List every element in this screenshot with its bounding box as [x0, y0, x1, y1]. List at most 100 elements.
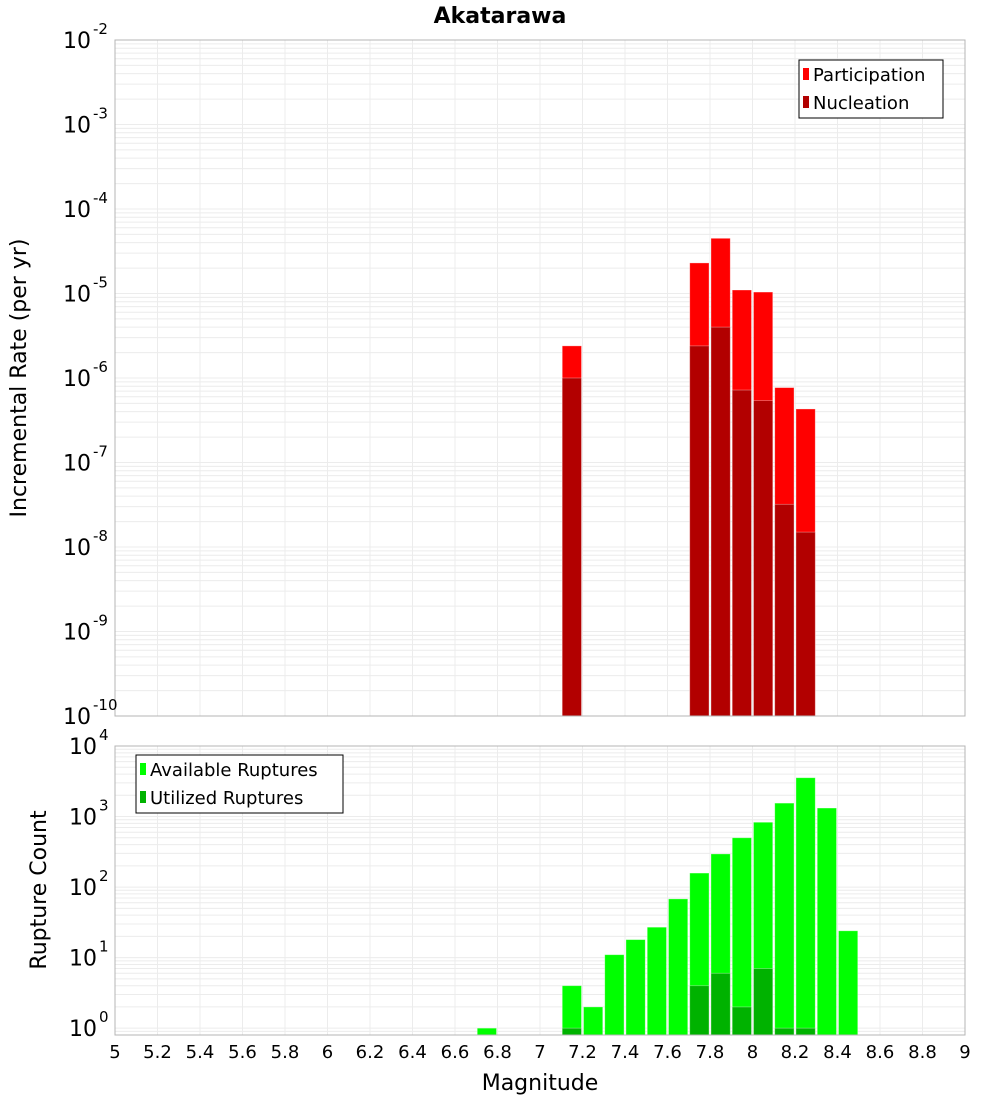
y-tick-label: 10 [69, 1017, 97, 1042]
y-tick-exponent: 2 [99, 867, 109, 885]
legend-box [798, 59, 944, 119]
y-tick-base: 10 [69, 876, 97, 901]
x-tick-label: 6.8 [483, 1042, 512, 1063]
x-tick-label: 7.6 [653, 1042, 682, 1063]
bar-available-ruptures [838, 930, 859, 1036]
bar-utilized-ruptures [689, 985, 710, 1036]
y-tick-exponent: 1 [99, 938, 109, 956]
x-tick-label: 5.4 [186, 1042, 215, 1063]
y-tick-label: 10 [63, 705, 91, 730]
y-axis-label-rate: Incremental Rate (per yr) [7, 239, 32, 518]
legend-label: Nucleation [813, 93, 909, 114]
x-tick-label: 6.2 [356, 1042, 385, 1063]
legend-swatch [803, 68, 809, 80]
bar-available-ruptures [561, 985, 582, 1036]
y-axis-label-count: Rupture Count [27, 810, 52, 970]
bar-utilized-ruptures [795, 1027, 816, 1036]
x-axis-label: Magnitude [482, 1071, 599, 1096]
y-tick-base: 10 [63, 621, 91, 646]
y-tick-exponent: 0 [99, 1008, 109, 1026]
bar-available-ruptures [668, 898, 689, 1036]
x-tick-label: 8.6 [866, 1042, 895, 1063]
legend-label: Utilized Ruptures [150, 788, 303, 809]
x-tick-label: 7 [534, 1042, 545, 1063]
y-tick-base: 10 [63, 29, 91, 54]
x-tick-label: 6.6 [441, 1042, 470, 1063]
y-tick-exponent: -8 [93, 527, 108, 545]
legend-swatch [803, 96, 809, 108]
bar-utilized-ruptures [774, 1027, 795, 1036]
x-tick-label: 5.2 [143, 1042, 172, 1063]
bar-available-ruptures [604, 954, 625, 1036]
y-tick-label: 10 [63, 536, 91, 561]
legend: Participation Nucleation [798, 59, 944, 119]
y-tick-base: 10 [63, 198, 91, 223]
x-tick-label: 7.4 [611, 1042, 640, 1063]
x-tick-label: 5.8 [271, 1042, 300, 1063]
y-tick-base: 10 [63, 367, 91, 392]
chart-title: Akatarawa [434, 4, 567, 29]
legend: Available Ruptures Utilized Ruptures [135, 754, 344, 814]
bar-utilized-ruptures [710, 972, 731, 1036]
y-tick-base: 10 [63, 536, 91, 561]
x-tick-label: 9 [959, 1042, 970, 1063]
y-tick-label: 10 [69, 947, 97, 972]
y-tick-exponent: -2 [93, 20, 108, 38]
bar-available-ruptures [795, 777, 816, 1036]
x-tick-label: 8.2 [781, 1042, 810, 1063]
bar-nucleation [753, 400, 774, 717]
y-tick-label: 10 [69, 806, 97, 831]
x-tick-label: 7.2 [568, 1042, 597, 1063]
bar-available-ruptures [646, 926, 667, 1036]
y-tick-base: 10 [63, 452, 91, 477]
plot-frame [114, 745, 966, 1036]
bar-available-ruptures [583, 1006, 604, 1036]
bar-nucleation [731, 389, 752, 717]
y-tick-base: 10 [63, 283, 91, 308]
bar-nucleation [710, 326, 731, 717]
legend-swatch [140, 791, 146, 803]
x-tick-label: 7.8 [696, 1042, 725, 1063]
y-tick-label: 10 [69, 876, 97, 901]
bar-nucleation [774, 503, 795, 717]
y-tick-base: 10 [69, 806, 97, 831]
y-tick-exponent: -3 [93, 105, 108, 123]
bar-available-ruptures [625, 939, 646, 1036]
bar-nucleation [561, 377, 582, 717]
y-tick-exponent: -7 [93, 443, 108, 461]
y-tick-base: 10 [63, 114, 91, 139]
x-tick-label: 8.4 [823, 1042, 852, 1063]
legend-label: Participation [813, 65, 925, 86]
count-panel: 10 010 110 210 310 45 5.2 5.4 5.6 5.8 6 6.2 6.4 6.6 6.… [69, 726, 971, 1063]
x-tick-label: 6 [322, 1042, 333, 1063]
legend-box [135, 754, 344, 814]
y-tick-exponent: 4 [99, 726, 109, 744]
y-tick-label: 10 [63, 114, 91, 139]
y-tick-label: 10 [63, 29, 91, 54]
y-tick-label: 10 [63, 621, 91, 646]
legend-label: Available Ruptures [150, 760, 318, 781]
y-tick-base: 10 [69, 947, 97, 972]
x-tick-label: 6.4 [398, 1042, 427, 1063]
y-tick-label: 10 [69, 735, 97, 760]
bar-available-ruptures [476, 1027, 497, 1036]
x-tick-label: 5.6 [228, 1042, 257, 1063]
bar-available-ruptures [731, 837, 752, 1036]
bar-available-ruptures [774, 802, 795, 1036]
x-tick-label: 5 [109, 1042, 120, 1063]
bar-utilized-ruptures [561, 1027, 582, 1036]
y-tick-exponent: 3 [99, 797, 109, 815]
y-tick-exponent: -9 [93, 612, 108, 630]
y-tick-label: 10 [63, 367, 91, 392]
x-tick-label: 8 [747, 1042, 758, 1063]
y-tick-base: 10 [63, 705, 91, 730]
y-tick-exponent: -6 [93, 358, 108, 376]
y-tick-base: 10 [69, 1017, 97, 1042]
y-tick-label: 10 [63, 452, 91, 477]
legend-swatch [140, 763, 146, 775]
y-tick-exponent: -5 [93, 274, 108, 292]
y-tick-exponent: -10 [93, 696, 118, 714]
y-tick-label: 10 [63, 283, 91, 308]
